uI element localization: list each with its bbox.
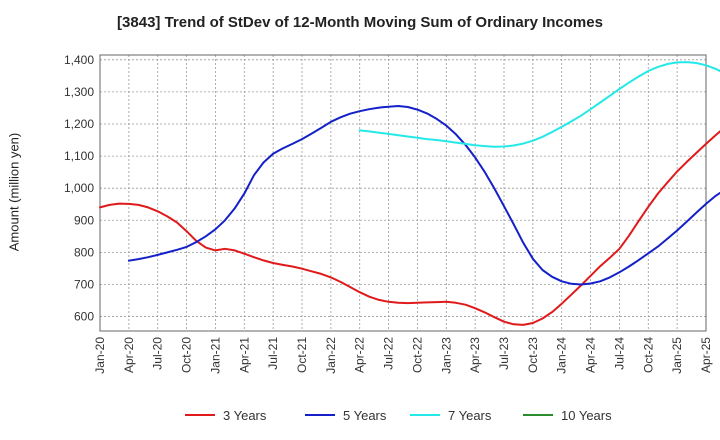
x-tick-label: Jul-23 (497, 337, 511, 370)
y-tick-label: 1,200 (64, 117, 94, 131)
plot-border (99, 54, 707, 332)
y-tick-label: 600 (74, 310, 94, 324)
legend-label: 5 Years (343, 408, 387, 423)
x-tick-label: Jan-22 (324, 337, 338, 374)
x-tick-label: Oct-23 (526, 337, 540, 373)
series-line-3-years (99, 130, 720, 326)
x-axis-ticks: Jan-20 Apr-20 Jul-20 Oct-20 Jan-21 Apr-21 Jul-… (93, 337, 713, 374)
x-tick-label: Jan-25 (670, 337, 684, 374)
y-tick-label: 1,000 (64, 181, 94, 195)
series-line-7-years (358, 61, 720, 148)
plot-frame (99, 54, 707, 332)
series-line-5-years (127, 105, 720, 286)
x-tick-label: Jan-20 (93, 337, 107, 374)
x-tick-label: Oct-21 (295, 337, 309, 373)
y-tick-label: 800 (74, 245, 94, 259)
x-tick-label: Jan-23 (439, 337, 453, 374)
x-tick-label: Apr-25 (699, 337, 713, 373)
x-tick-label: Apr-21 (237, 337, 251, 373)
y-axis-ticks: 600 700 800 900 1,000 1,100 1,200 1,300 1,400 (64, 53, 94, 324)
x-tick-label: Apr-20 (122, 337, 136, 373)
y-tick-label: 1,100 (64, 149, 94, 163)
x-tick-label: Jan-24 (555, 337, 569, 374)
x-tick-label: Jan-21 (208, 337, 222, 374)
x-tick-label: Jul-20 (151, 337, 165, 370)
legend: 3 Years 5 Years 7 Years 10 Years (185, 408, 612, 423)
x-tick-label: Apr-23 (468, 337, 482, 373)
y-tick-label: 700 (74, 277, 94, 291)
x-tick-label: Apr-22 (353, 337, 367, 373)
x-tick-label: Oct-22 (410, 337, 424, 373)
x-tick-label: Jul-21 (266, 337, 280, 370)
legend-label: 3 Years (223, 408, 267, 423)
y-tick-label: 1,300 (64, 85, 94, 99)
x-tick-label: Apr-24 (584, 337, 598, 373)
x-tick-label: Jul-22 (382, 337, 396, 370)
x-tick-label: Jul-24 (612, 337, 626, 370)
y-tick-label: 1,400 (64, 53, 94, 67)
x-tick-label: Oct-24 (641, 337, 655, 373)
legend-label: 7 Years (448, 408, 492, 423)
grid-lines (99, 55, 707, 331)
x-tick-label: Oct-20 (180, 337, 194, 373)
y-tick-label: 900 (74, 213, 94, 227)
legend-label: 10 Years (561, 408, 612, 423)
chart-title: [3843] Trend of StDev of 12-Month Moving… (117, 14, 603, 31)
series-lines (99, 61, 720, 326)
